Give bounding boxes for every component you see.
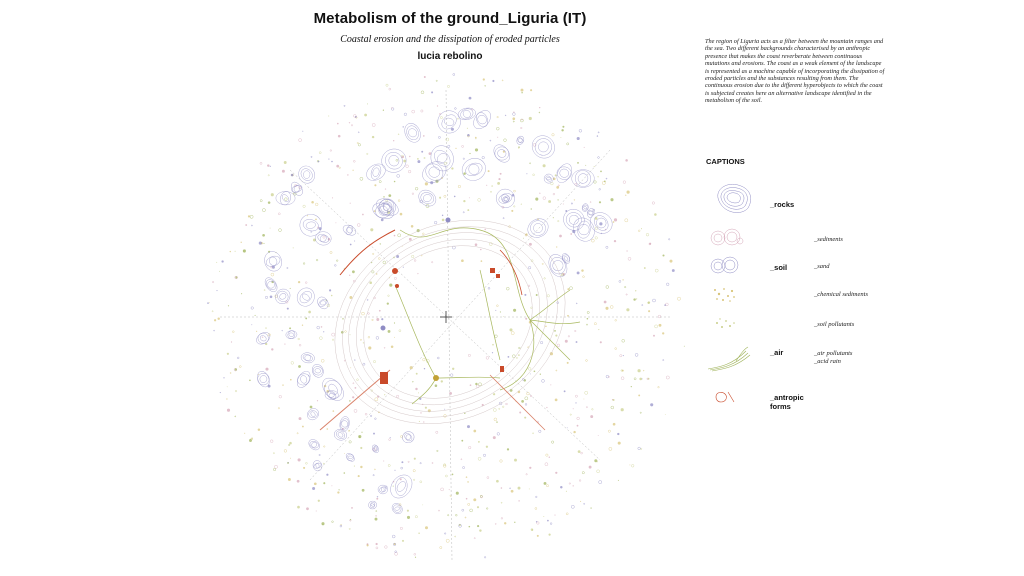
air-legend-icon	[707, 346, 751, 372]
circular-erosion-diagram	[207, 73, 685, 561]
chemical-sediments-label: _chemical sediments	[814, 291, 868, 298]
captions-heading: CAPTIONS	[706, 157, 745, 166]
sand-label: _sand	[814, 263, 830, 270]
page-subtitle: Coastal erosion and the dissipation of e…	[340, 34, 560, 45]
antropic-forms	[319, 217, 546, 431]
chemical-sediments-legend-icon	[714, 288, 735, 302]
air-label: _air	[770, 348, 784, 357]
rock-clusters	[256, 107, 613, 515]
sediments-label: _sediments	[814, 236, 843, 243]
rocks-label: _rocks	[770, 200, 795, 209]
soil-label: _soil	[770, 263, 788, 272]
sand-legend-icon	[710, 256, 739, 274]
particle-field	[207, 73, 685, 559]
rocks-legend-icon	[717, 184, 751, 213]
description-text: The region of Liguria acts as a filter b…	[705, 38, 885, 105]
antropic-forms-label: _antropic forms	[770, 393, 804, 411]
air-flow-lines	[394, 227, 581, 405]
title-block: Metabolism of the ground_Liguria (IT) Co…	[260, 10, 640, 62]
radial-axes	[220, 89, 670, 561]
soil-pollutants-label: _soil pollutants	[814, 321, 855, 328]
center-crosshair	[440, 311, 452, 323]
page-title: Metabolism of the ground_Liguria (IT)	[313, 10, 587, 27]
soil-pollutants-legend-icon	[716, 318, 735, 328]
author-name: lucia rebolino	[417, 51, 483, 62]
air-pollutants-acid-rain-label: _air pollutants _acid rain	[814, 350, 853, 365]
antropic-forms-legend-icon	[715, 391, 735, 403]
concentric-contours	[334, 220, 566, 424]
sediments-legend-icon	[710, 228, 744, 246]
